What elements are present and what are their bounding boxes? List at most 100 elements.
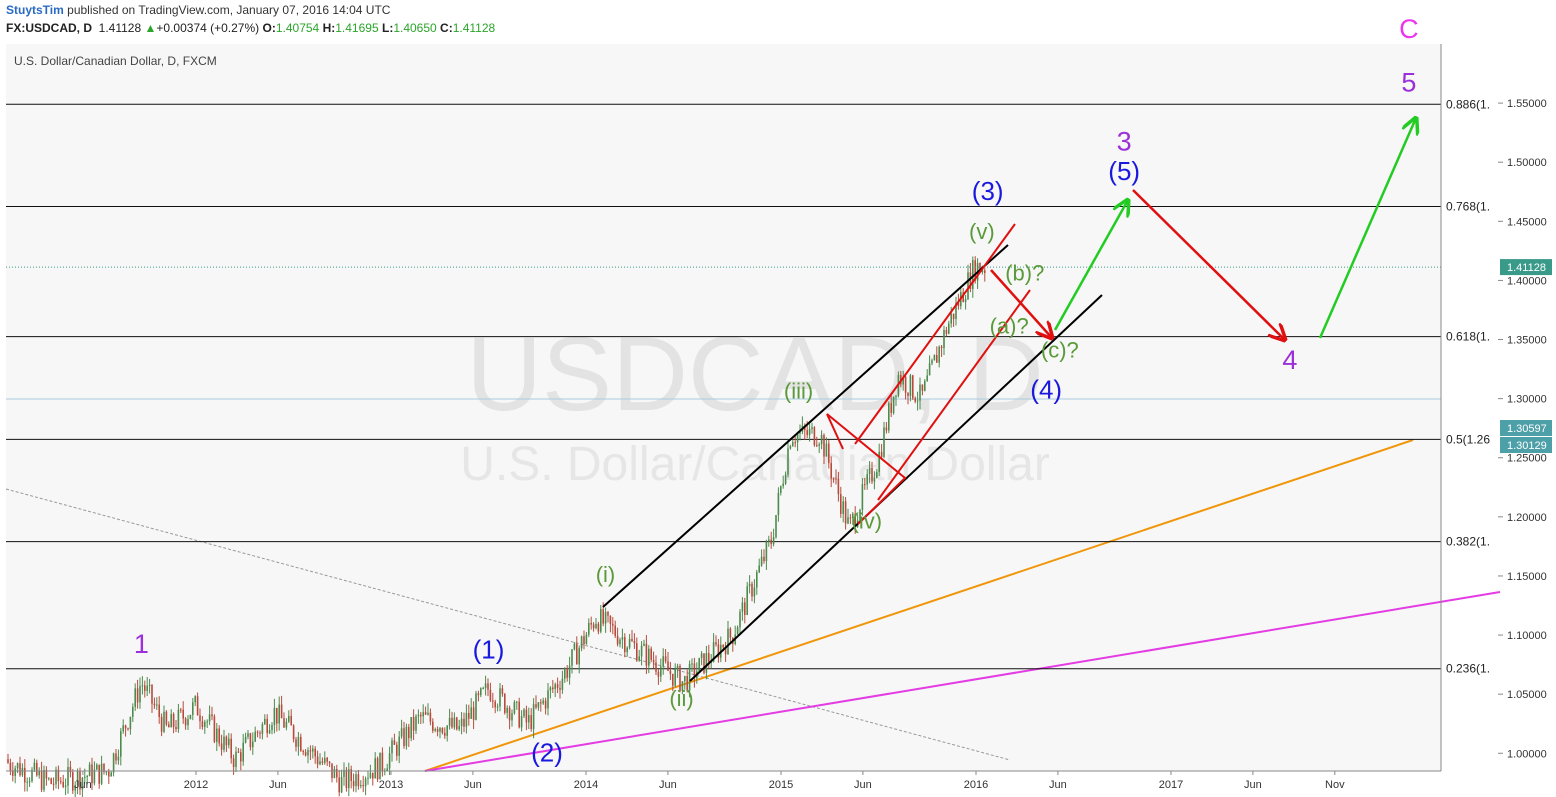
candle: [969, 272, 972, 289]
candle: [345, 769, 348, 788]
candle: [108, 771, 110, 777]
dotted-trendline[interactable]: [5, 488, 1011, 761]
y-tick-label: 1.00000: [1507, 748, 1547, 760]
channel-upper-line[interactable]: [602, 244, 1009, 608]
candle: [482, 687, 484, 689]
orange-trendline[interactable]: [424, 439, 1414, 772]
candle: [888, 403, 890, 431]
candle: [74, 785, 76, 791]
red-correction-box[interactable]: [826, 413, 907, 525]
candle: [254, 731, 256, 742]
candle: [590, 623, 592, 625]
y-tick-label: 1.20000: [1507, 512, 1547, 524]
candle: [201, 721, 204, 727]
candle: [472, 707, 475, 720]
candle: [588, 623, 590, 635]
author-link[interactable]: StuytsTim: [6, 3, 64, 17]
candle: [816, 445, 818, 447]
green-arrow-up-wave5[interactable]: [1318, 118, 1416, 339]
candle: [465, 712, 468, 727]
candle: [513, 702, 516, 714]
green-arrow-up-5[interactable]: [1053, 200, 1128, 331]
candle: [379, 752, 381, 780]
candle: [50, 778, 52, 784]
candle: [972, 260, 974, 289]
candle: [96, 764, 98, 770]
candle: [127, 728, 129, 730]
candle: [297, 736, 300, 747]
candle: [33, 762, 36, 770]
candle: [657, 671, 660, 677]
candle: [475, 693, 477, 720]
candle: [9, 762, 12, 771]
candle: [360, 785, 362, 787]
candle: [60, 781, 62, 783]
candle: [316, 756, 319, 765]
candle: [105, 771, 108, 773]
candle: [458, 726, 460, 730]
candle: [828, 443, 830, 464]
candle: [936, 354, 938, 363]
elliott-wave-label: (c)?: [1041, 337, 1079, 362]
fib-level-label: 0.382(1.: [1446, 535, 1490, 549]
magenta-trendline[interactable]: [424, 591, 1501, 772]
candle: [278, 704, 280, 724]
candle: [393, 740, 396, 745]
candle: [290, 715, 292, 726]
candle: [477, 693, 480, 696]
elliott-wave-label: 1: [134, 629, 149, 659]
candle: [806, 430, 808, 435]
candle: [300, 736, 302, 752]
candle: [837, 478, 840, 495]
x-tick-label: Jun: [1049, 779, 1067, 791]
candle: [168, 724, 170, 728]
candle: [782, 483, 784, 487]
open-value: 1.40754: [275, 21, 320, 35]
candle: [211, 714, 213, 717]
candle: [427, 712, 429, 715]
candle: [811, 427, 813, 429]
candle: [436, 729, 439, 732]
candle: [506, 707, 508, 713]
chart-title: U.S. Dollar/Canadian Dollar, D, FXCM: [14, 54, 217, 68]
y-tick-label: 1.35000: [1507, 335, 1547, 347]
candle: [364, 778, 367, 787]
red-channel-lower[interactable]: [877, 289, 1031, 501]
candle: [544, 700, 547, 709]
candle: [355, 774, 357, 787]
candle: [304, 752, 307, 756]
candle: [307, 750, 309, 756]
candle: [79, 771, 81, 790]
candle: [62, 781, 64, 787]
candle: [223, 736, 225, 750]
candle: [333, 769, 336, 779]
candle: [463, 718, 465, 727]
fib-level-label: 0.5(1.26: [1446, 432, 1490, 446]
y-tick-label: 1.05000: [1507, 689, 1547, 701]
candle: [849, 517, 852, 519]
red-arrow-down-4[interactable]: [990, 269, 1052, 338]
elliott-wave-label: (i): [596, 562, 616, 587]
candle: [117, 756, 120, 761]
candle: [799, 431, 801, 434]
candle: [324, 757, 326, 763]
candle: [182, 709, 184, 719]
candle: [139, 686, 141, 703]
candle: [112, 753, 115, 773]
candle: [213, 716, 216, 742]
candle: [847, 517, 849, 524]
candle: [820, 435, 823, 445]
y-tick-label: 1.15000: [1507, 571, 1547, 583]
candle: [794, 442, 796, 444]
candle: [660, 666, 662, 677]
candle: [129, 716, 132, 730]
red-channel-upper[interactable]: [854, 223, 1016, 445]
red-arrow-down-wave4[interactable]: [1132, 189, 1285, 340]
y-tick-label: 1.25000: [1507, 453, 1547, 465]
candle: [103, 763, 105, 773]
candle: [199, 715, 201, 722]
candle: [780, 486, 782, 493]
candle: [288, 715, 290, 722]
candle: [110, 772, 112, 777]
